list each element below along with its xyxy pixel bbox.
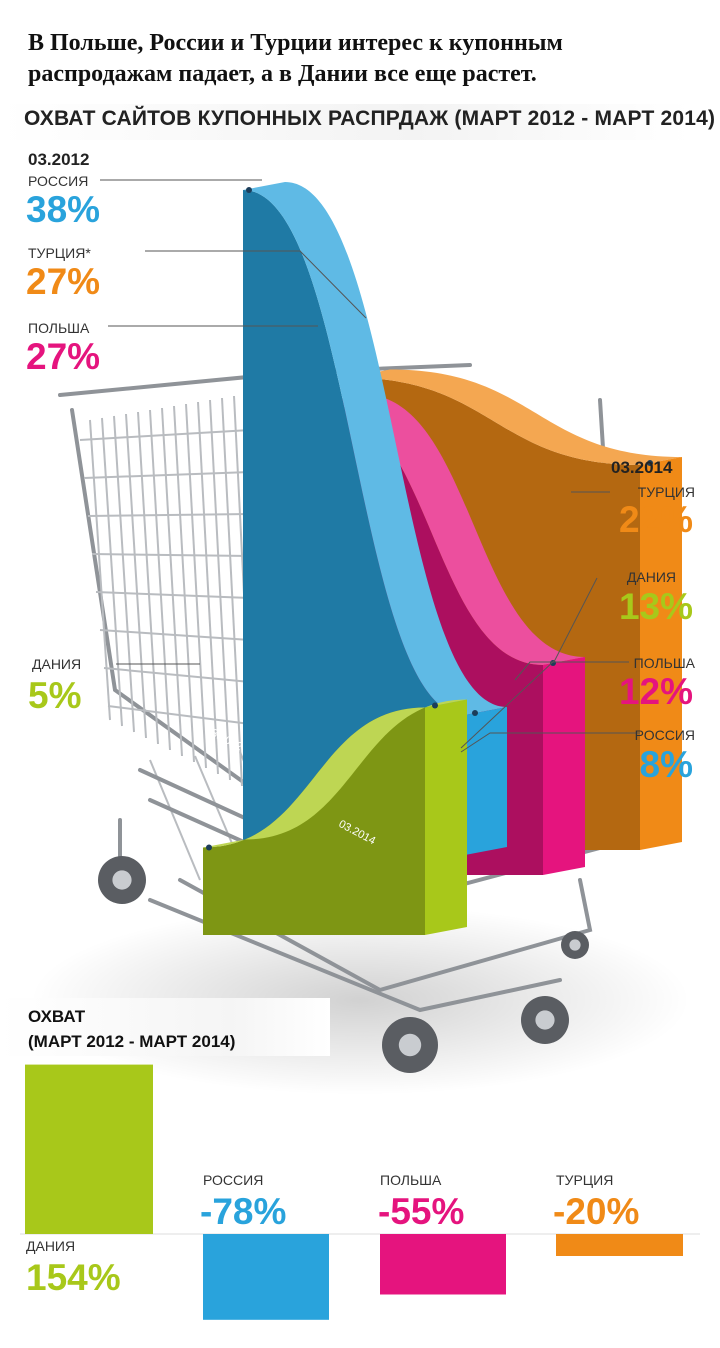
end-label-turkey: ТУРЦИЯ	[637, 484, 695, 500]
start-label-poland: ПОЛЬША	[28, 320, 90, 336]
summary-title-line2: (МАРТ 2012 - МАРТ 2014)	[28, 1032, 236, 1051]
cart-wire	[221, 397, 243, 787]
ribbon-turkey-end	[640, 457, 682, 850]
end-label-russia: РОССИЯ	[634, 727, 695, 743]
start-value-russia: 38%	[26, 189, 101, 230]
chart-subtitle: ОХВАТ САЙТОВ КУПОННЫХ РАСПРДАЖ (МАРТ 201…	[24, 107, 716, 130]
ribbon-russia-end	[465, 707, 507, 855]
leader-line	[460, 577, 598, 749]
start-value-denmark: 5%	[28, 675, 82, 716]
cart-wire	[103, 667, 251, 683]
ribbon-russia-side	[243, 190, 465, 855]
ribbon-turkey-top	[348, 369, 682, 465]
summary-bar-denmark	[25, 1064, 153, 1234]
summary-label-denmark: ДАНИЯ	[26, 1238, 76, 1254]
cart-wheel-hub	[398, 1033, 422, 1057]
cart-wire	[197, 401, 219, 775]
leader-lines	[100, 179, 640, 753]
cart-wire	[209, 399, 231, 781]
start-label-russia: РОССИЯ	[28, 173, 89, 189]
leader-line	[460, 732, 640, 753]
ribbon-denmark-side	[203, 707, 425, 935]
summary-title: ОХВАТ (МАРТ 2012 - МАРТ 2014)	[28, 1004, 235, 1054]
summary-bars	[20, 1064, 700, 1320]
point-russia-start	[246, 187, 252, 193]
summary-label-russia: РОССИЯ	[203, 1172, 264, 1188]
point-turkey-end	[647, 460, 653, 466]
cart-wire	[173, 405, 195, 763]
point-denmark-start	[206, 844, 212, 851]
subtitle-background	[0, 104, 690, 140]
summary-title-background	[0, 998, 330, 1056]
end-label-denmark: ДАНИЯ	[626, 569, 676, 585]
ribbon-poland-end	[543, 657, 585, 875]
leader-line	[514, 661, 629, 681]
point-denmark-end	[432, 702, 438, 709]
cart-wheel-hub	[535, 1010, 555, 1030]
cart-wire	[149, 409, 171, 751]
cart-wire	[95, 591, 251, 599]
start-label-turkey: ТУРЦИЯ*	[28, 245, 91, 261]
ribbon-poland-top	[321, 394, 585, 665]
cart-wire	[137, 411, 159, 745]
point-russia-end	[472, 710, 478, 716]
leader-line	[145, 250, 367, 319]
end-value-russia: 8%	[639, 744, 693, 785]
start-label-denmark: ДАНИЯ	[32, 656, 82, 672]
cart-wire	[89, 419, 111, 721]
cart-wire	[107, 705, 251, 725]
summary-bar-russia	[203, 1234, 329, 1320]
cart-wire	[125, 413, 147, 739]
summary-label-poland: ПОЛЬША	[380, 1172, 442, 1188]
end-label-poland: ПОЛЬША	[633, 655, 695, 671]
headline: В Польше, России и Турции интерес к купо…	[28, 30, 563, 87]
summary-bar-poland	[380, 1234, 506, 1295]
ribbon-denmark-top	[203, 699, 467, 848]
cart-wire	[185, 403, 207, 769]
cart-wire	[87, 513, 251, 517]
cart-wire	[101, 417, 123, 727]
end-value-poland: 12%	[618, 671, 693, 712]
cart-wire	[113, 415, 135, 733]
summary-bar-turkey	[556, 1234, 683, 1256]
start-period-label: 03.2012	[28, 150, 90, 169]
summary-label-turkey: ТУРЦИЯ	[556, 1172, 614, 1188]
start-value-turkey: 27%	[26, 261, 101, 302]
cart-chassis	[148, 898, 562, 1013]
summary-value-poland: -55%	[378, 1191, 465, 1232]
summary-title-line1: ОХВАТ	[28, 1007, 86, 1026]
cart-wheel-hub	[569, 939, 581, 951]
start-value-poland: 27%	[26, 336, 101, 377]
summary-value-denmark: 154%	[26, 1257, 121, 1298]
ribbon-russia-top	[243, 182, 507, 715]
cart-wheel-hub	[112, 870, 132, 890]
end-value-turkey: 22%	[618, 499, 693, 540]
cart-wire	[161, 407, 183, 757]
cart-wire	[83, 471, 251, 479]
cart-wire	[99, 629, 251, 641]
summary-value-turkey: -20%	[553, 1191, 640, 1232]
summary-value-russia: -78%	[200, 1191, 287, 1232]
end-period-label: 03.2014	[611, 458, 673, 477]
end-value-denmark: 13%	[618, 586, 693, 627]
cart-wire	[79, 429, 251, 441]
cart-wire	[91, 553, 251, 557]
ribbon-denmark-end	[425, 699, 467, 935]
point-poland-end	[550, 660, 556, 666]
